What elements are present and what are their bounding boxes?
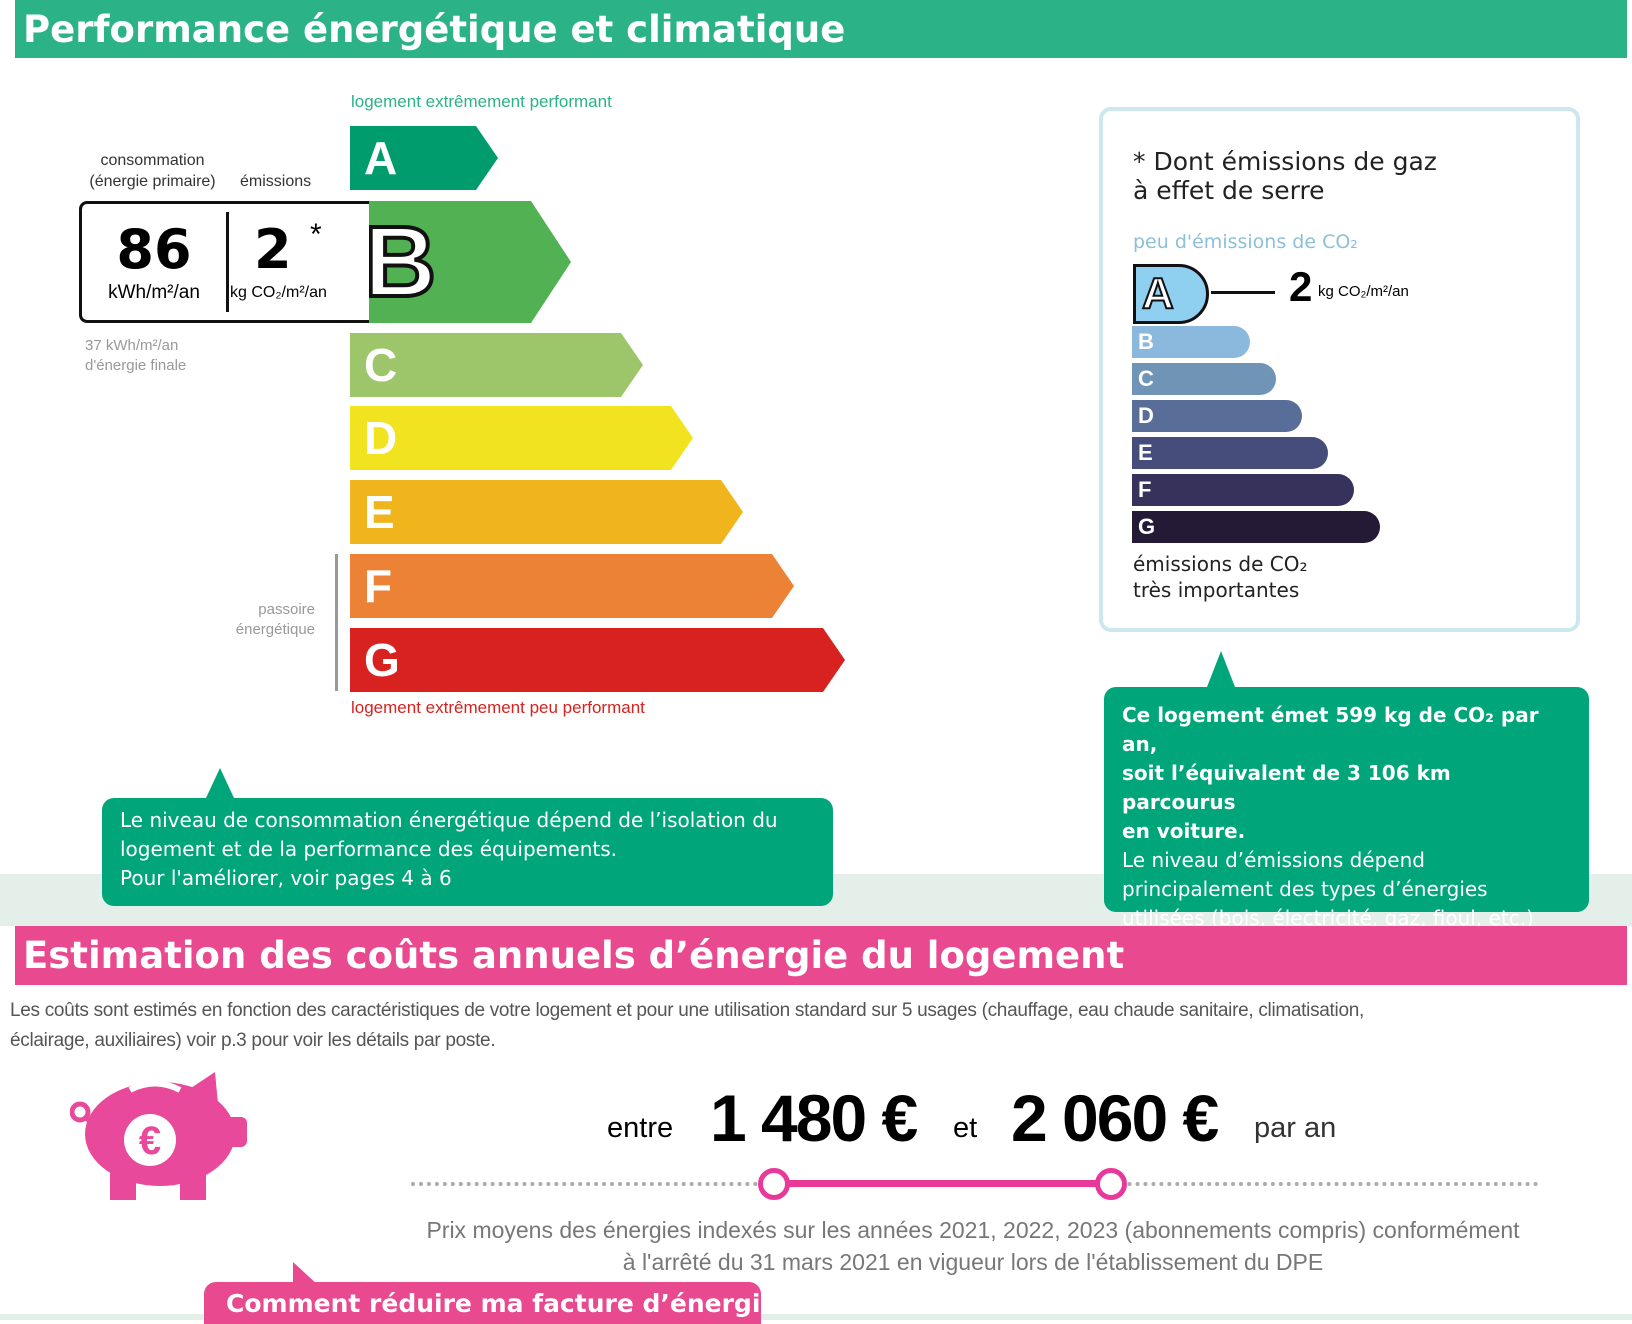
ges-class-b: B xyxy=(1132,326,1250,358)
dpe-top-label: logement extrêmement performant xyxy=(351,92,612,111)
ges-top-label: peu d'émissions de CO₂ xyxy=(1133,231,1358,253)
dpe-bottom-label: logement extrêmement peu performant xyxy=(351,698,645,717)
passoire-bracket xyxy=(335,554,338,691)
dpe-class-e: E xyxy=(350,480,743,544)
dpe-class-c: C xyxy=(350,333,643,397)
reduce-bill-button[interactable]: Comment réduire ma facture d’énergie ? xyxy=(204,1282,801,1324)
ges-class-c: C xyxy=(1132,363,1276,395)
cost-max-handle xyxy=(1095,1168,1127,1200)
dpe-class-g: G xyxy=(350,628,845,692)
consumption-label: consommation (énergie primaire) xyxy=(89,152,216,190)
ges-panel: * Dont émissions de gaz à effet de serre … xyxy=(1099,107,1580,632)
dpe-class-d: D xyxy=(350,406,693,470)
dpe-value-box: 86 kWh/m²/an 2 * kg CO₂/m²/an xyxy=(79,201,369,323)
section-title-costs: Estimation des coûts annuels d’énergie d… xyxy=(15,926,1627,985)
piggy-bank-euro-icon: € xyxy=(70,1072,247,1200)
dpe-class-a: A xyxy=(350,126,498,190)
cost-range-fill xyxy=(773,1180,1111,1187)
bottom-band xyxy=(0,1314,1632,1320)
ges-class-d: D xyxy=(1132,400,1302,432)
dpe-class-f: F xyxy=(350,554,794,618)
passoire-label: passoire énergétique xyxy=(235,601,315,638)
consumption-value: 86 xyxy=(116,218,192,281)
emissions-info-bubble: Ce logement émet 599 kg de CO₂ par an, so… xyxy=(1104,687,1589,930)
ges-class-e: E xyxy=(1132,437,1328,469)
bubble-pointer xyxy=(206,768,234,798)
ges-current-class: A xyxy=(1133,264,1209,324)
ges-title: * Dont émissions de gaz à effet de serre xyxy=(1133,147,1437,205)
emissions-unit: kg CO₂/m²/an xyxy=(230,284,327,301)
consumption-info-bubble: Le niveau de consommation énergétique dé… xyxy=(102,798,833,906)
ges-unit: kg CO₂/m²/an xyxy=(1318,283,1409,300)
cost-per-year: par an xyxy=(1254,1112,1337,1144)
cost-and: et xyxy=(953,1112,978,1144)
cost-note: Prix moyens des énergies indexés sur les… xyxy=(426,1217,1520,1275)
ges-value: 2 xyxy=(1289,263,1313,310)
emissions-label: émissions xyxy=(240,173,312,190)
ges-class-f: F xyxy=(1132,474,1354,506)
section-title-performance: Performance énergétique et climatique xyxy=(15,0,1627,58)
bubble-pointer xyxy=(1207,651,1235,687)
cost-max: 2 060 € xyxy=(1011,1081,1219,1155)
consumption-unit: kWh/m²/an xyxy=(108,282,200,303)
ges-class-g: G xyxy=(1132,511,1380,543)
dpe-class-b: B xyxy=(350,201,571,323)
ges-connector xyxy=(1211,291,1275,294)
final-energy: 37 kWh/m²/an d'énergie finale xyxy=(85,337,187,374)
cost-min: 1 480 € xyxy=(710,1081,918,1155)
cost-between: entre xyxy=(607,1112,674,1144)
cost-min-handle xyxy=(758,1168,790,1200)
emissions-value: 2 xyxy=(254,218,292,281)
ges-bottom-label: émissions de CO₂ très importantes xyxy=(1133,552,1308,602)
costs-description: Les coûts sont estimés en fonction des c… xyxy=(10,1000,1364,1051)
asterisk: * xyxy=(310,218,322,251)
svg-text:€: € xyxy=(139,1119,161,1163)
